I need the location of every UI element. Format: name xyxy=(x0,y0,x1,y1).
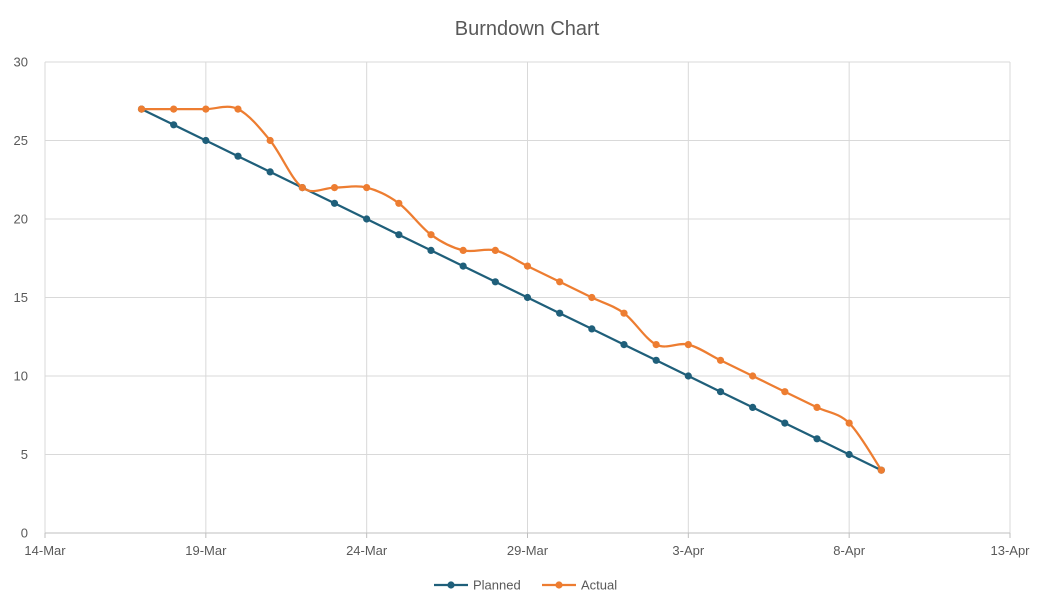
y-tick-label: 25 xyxy=(14,133,28,148)
data-point-planned xyxy=(459,262,467,270)
data-point-actual xyxy=(716,356,725,364)
data-point-planned xyxy=(749,403,757,411)
data-point-actual xyxy=(427,231,435,239)
data-point-actual xyxy=(845,419,853,427)
data-point-planned xyxy=(330,199,339,207)
data-point-actual xyxy=(491,246,499,254)
data-point-actual xyxy=(620,309,628,317)
data-point-actual xyxy=(813,403,821,411)
x-tick-label: 29-Mar xyxy=(507,543,549,558)
x-tick-label: 8-Apr xyxy=(833,543,865,558)
data-point-actual xyxy=(749,372,757,380)
data-point-planned xyxy=(813,435,821,443)
data-point-actual xyxy=(202,105,210,113)
legend-swatch-marker xyxy=(447,581,455,589)
data-point-planned xyxy=(781,419,789,427)
x-tick-label: 24-Mar xyxy=(346,543,388,558)
data-point-planned xyxy=(266,168,274,176)
chart-title: Burndown Chart xyxy=(455,18,600,40)
series-planned xyxy=(137,105,885,474)
data-point-actual xyxy=(684,341,692,349)
data-point-actual xyxy=(330,184,339,192)
y-tick-label: 10 xyxy=(14,369,28,384)
series-line-planned xyxy=(140,107,883,472)
data-point-planned xyxy=(395,231,403,239)
data-point-actual xyxy=(234,105,242,113)
data-point-planned xyxy=(170,121,178,129)
legend: Planned Actual xyxy=(434,578,617,593)
data-point-planned xyxy=(845,450,853,459)
data-point-actual xyxy=(363,184,371,192)
data-point-actual xyxy=(556,278,564,286)
data-point-actual xyxy=(652,341,660,349)
data-point-planned xyxy=(491,278,499,286)
legend-swatch-marker xyxy=(555,581,563,589)
data-point-actual xyxy=(137,105,146,113)
data-point-planned xyxy=(716,388,725,396)
data-point-actual xyxy=(588,293,596,302)
x-tick-label: 14-Mar xyxy=(24,543,66,558)
data-point-planned xyxy=(556,309,564,317)
data-point-actual xyxy=(459,246,467,254)
data-point-actual xyxy=(523,262,532,270)
data-point-planned xyxy=(427,246,435,254)
series-layer xyxy=(137,105,885,474)
y-tick-label: 30 xyxy=(14,55,28,70)
axes: 0 5 10 15 20 25 30 14-Mar 19-Mar 24-Mar 29-Mar 3-Ap… xyxy=(14,55,1031,559)
data-point-planned xyxy=(363,215,371,223)
legend-label: Actual xyxy=(581,578,617,593)
data-point-actual xyxy=(395,199,403,207)
legend-label: Planned xyxy=(473,578,521,593)
x-tick-label: 19-Mar xyxy=(185,543,227,558)
data-point-planned xyxy=(202,136,210,145)
data-point-planned xyxy=(684,372,692,380)
y-tick-label: 5 xyxy=(21,447,28,462)
data-point-actual xyxy=(298,184,306,192)
series-actual xyxy=(137,105,885,474)
data-point-planned xyxy=(620,341,628,349)
data-point-actual xyxy=(877,466,885,474)
y-tick-label: 0 xyxy=(21,526,28,541)
y-tick-label: 20 xyxy=(14,212,28,227)
data-point-planned xyxy=(588,325,596,333)
data-point-actual xyxy=(781,388,789,396)
data-point-planned xyxy=(652,356,660,364)
legend-item-planned: Planned xyxy=(434,578,521,593)
y-tick-label: 15 xyxy=(14,290,28,305)
legend-item-actual: Actual xyxy=(542,578,617,593)
data-point-actual xyxy=(170,105,178,113)
x-tick-label: 3-Apr xyxy=(672,543,704,558)
data-point-actual xyxy=(266,136,274,145)
data-point-planned xyxy=(523,293,532,302)
data-point-planned xyxy=(234,152,242,160)
gridlines xyxy=(44,61,1011,533)
x-tick-label: 13-Apr xyxy=(990,543,1030,558)
